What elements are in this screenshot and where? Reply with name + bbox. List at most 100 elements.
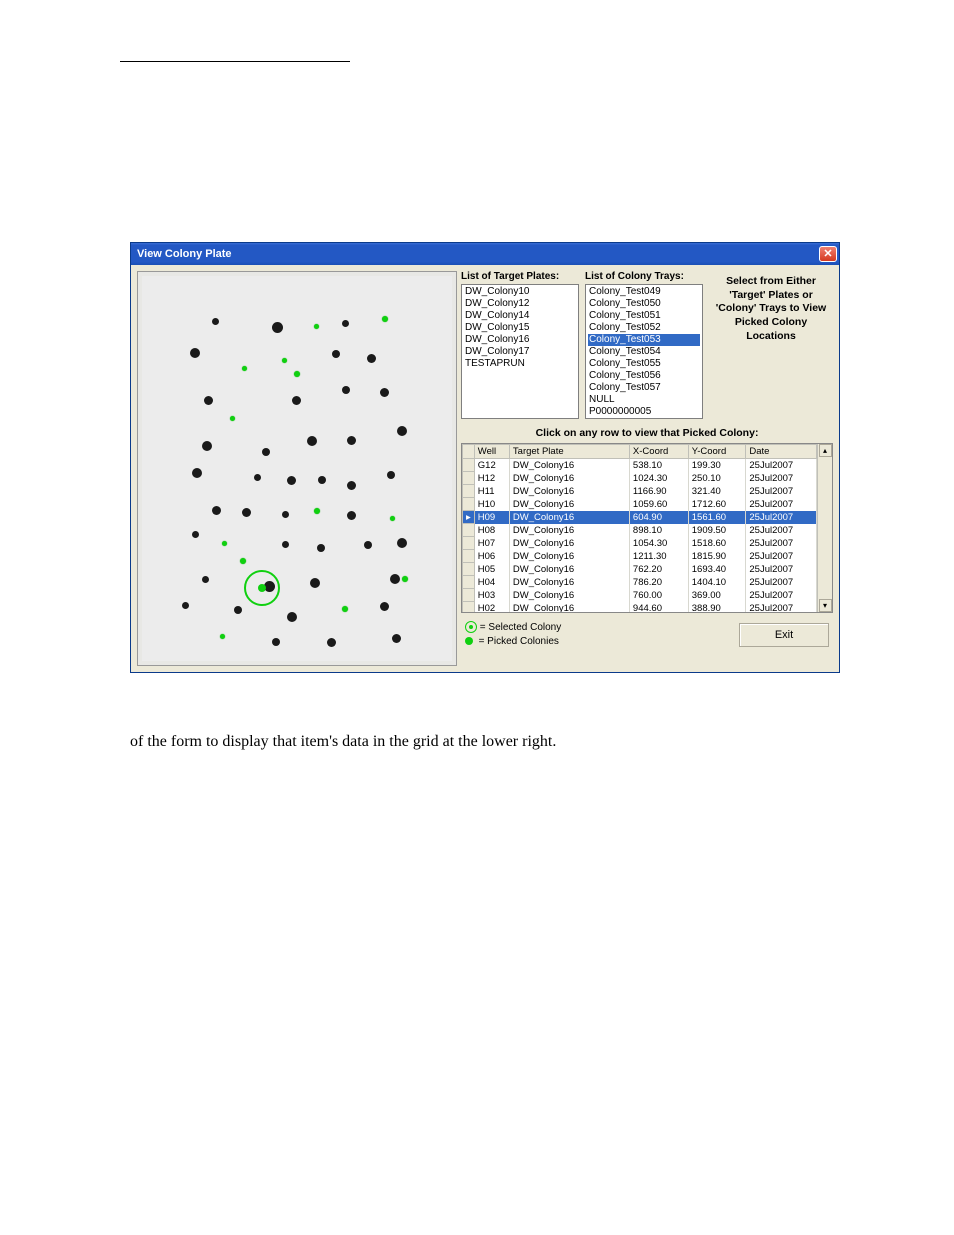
grid-cell: 604.90 bbox=[629, 511, 688, 524]
picked-colony-marker[interactable] bbox=[222, 541, 227, 546]
colony-marker[interactable] bbox=[212, 318, 219, 325]
colony-marker[interactable] bbox=[390, 574, 400, 584]
colony-tray-item[interactable]: Colony_Test057 bbox=[588, 382, 700, 394]
colony-tray-item[interactable]: Colony_Test050 bbox=[588, 298, 700, 310]
colony-marker[interactable] bbox=[310, 578, 320, 588]
colony-marker[interactable] bbox=[347, 436, 356, 445]
colony-marker[interactable] bbox=[202, 576, 209, 583]
table-row[interactable]: H11DW_Colony161166.90321.4025Jul2007 bbox=[463, 485, 817, 498]
grid-column-header[interactable]: Well bbox=[474, 445, 509, 459]
colony-marker[interactable] bbox=[364, 541, 372, 549]
colony-marker[interactable] bbox=[292, 396, 301, 405]
colony-marker[interactable] bbox=[262, 448, 270, 456]
colony-marker[interactable] bbox=[347, 481, 356, 490]
colony-marker[interactable] bbox=[282, 541, 289, 548]
colony-marker[interactable] bbox=[397, 538, 407, 548]
table-row[interactable]: G12DW_Colony16538.10199.3025Jul2007 bbox=[463, 459, 817, 472]
colony-tray-item[interactable]: Colony_Test054 bbox=[588, 346, 700, 358]
colony-marker[interactable] bbox=[204, 396, 213, 405]
colony-marker[interactable] bbox=[192, 468, 202, 478]
colony-marker[interactable] bbox=[307, 436, 317, 446]
colony-marker[interactable] bbox=[282, 511, 289, 518]
picked-colony-marker[interactable] bbox=[382, 316, 388, 322]
colony-marker[interactable] bbox=[347, 511, 356, 520]
picked-colony-marker[interactable] bbox=[242, 366, 247, 371]
table-row[interactable]: H03DW_Colony16760.00369.0025Jul2007 bbox=[463, 589, 817, 602]
colony-marker[interactable] bbox=[287, 476, 296, 485]
colony-tray-item[interactable]: NULL bbox=[588, 394, 700, 406]
colony-marker[interactable] bbox=[392, 634, 401, 643]
scroll-up-icon[interactable]: ▴ bbox=[819, 444, 832, 457]
colony-marker[interactable] bbox=[242, 508, 251, 517]
picked-colony-marker[interactable] bbox=[230, 416, 235, 421]
colony-tray-item[interactable]: Colony_Test055 bbox=[588, 358, 700, 370]
colony-tray-item[interactable]: Colony_Test049 bbox=[588, 286, 700, 298]
target-plate-item[interactable]: DW_Colony16 bbox=[464, 334, 576, 346]
colony-marker[interactable] bbox=[387, 471, 395, 479]
target-plate-item[interactable]: DW_Colony10 bbox=[464, 286, 576, 298]
target-plate-item[interactable]: DW_Colony17 bbox=[464, 346, 576, 358]
exit-button[interactable]: Exit bbox=[739, 623, 829, 647]
target-plate-item[interactable]: DW_Colony14 bbox=[464, 310, 576, 322]
plate-image-viewer[interactable] bbox=[137, 271, 457, 666]
colony-marker[interactable] bbox=[272, 322, 283, 333]
picked-colony-marker[interactable] bbox=[220, 634, 225, 639]
grid-column-header[interactable]: Y-Coord bbox=[688, 445, 746, 459]
colony-marker[interactable] bbox=[318, 476, 326, 484]
picked-colony-grid[interactable]: WellTarget PlateX-CoordY-CoordDateG12DW_… bbox=[462, 444, 817, 612]
colony-tray-item[interactable]: Colony_Test051 bbox=[588, 310, 700, 322]
colony-trays-listbox[interactable]: Colony_Test049Colony_Test050Colony_Test0… bbox=[585, 284, 703, 419]
table-row[interactable]: H08DW_Colony16898.101909.5025Jul2007 bbox=[463, 524, 817, 537]
picked-colony-marker[interactable] bbox=[314, 324, 319, 329]
grid-column-header[interactable]: Target Plate bbox=[509, 445, 629, 459]
grid-column-header[interactable]: Date bbox=[746, 445, 817, 459]
colony-marker[interactable] bbox=[367, 354, 376, 363]
colony-marker[interactable] bbox=[212, 506, 221, 515]
grid-cell: 1054.30 bbox=[629, 537, 688, 550]
grid-scrollbar[interactable]: ▴ ▾ bbox=[817, 444, 832, 612]
colony-marker[interactable] bbox=[287, 612, 297, 622]
colony-marker[interactable] bbox=[397, 426, 407, 436]
colony-marker[interactable] bbox=[332, 350, 340, 358]
target-plates-listbox[interactable]: DW_Colony10DW_Colony12DW_Colony14DW_Colo… bbox=[461, 284, 579, 419]
target-plate-item[interactable]: DW_Colony15 bbox=[464, 322, 576, 334]
colony-tray-item[interactable]: Colony_Test056 bbox=[588, 370, 700, 382]
close-button[interactable]: ✕ bbox=[819, 246, 837, 262]
colony-tray-item[interactable]: P0000000005 bbox=[588, 406, 700, 418]
target-plate-item[interactable]: DW_Colony12 bbox=[464, 298, 576, 310]
picked-colony-marker[interactable] bbox=[240, 558, 246, 564]
picked-colony-marker[interactable] bbox=[314, 508, 320, 514]
picked-colony-marker[interactable] bbox=[294, 371, 300, 377]
colony-marker[interactable] bbox=[317, 544, 325, 552]
colony-marker[interactable] bbox=[327, 638, 336, 647]
colony-marker[interactable] bbox=[192, 531, 199, 538]
table-row[interactable]: H04DW_Colony16786.201404.1025Jul2007 bbox=[463, 576, 817, 589]
table-row[interactable]: ▸H09DW_Colony16604.901561.6025Jul2007 bbox=[463, 511, 817, 524]
colony-marker[interactable] bbox=[202, 441, 212, 451]
table-row[interactable]: H10DW_Colony161059.601712.6025Jul2007 bbox=[463, 498, 817, 511]
table-row[interactable]: H12DW_Colony161024.30250.1025Jul2007 bbox=[463, 472, 817, 485]
colony-marker[interactable] bbox=[342, 386, 350, 394]
table-row[interactable]: H06DW_Colony161211.301815.9025Jul2007 bbox=[463, 550, 817, 563]
table-row[interactable]: H07DW_Colony161054.301518.6025Jul2007 bbox=[463, 537, 817, 550]
colony-marker[interactable] bbox=[272, 638, 280, 646]
grid-column-header[interactable]: X-Coord bbox=[629, 445, 688, 459]
colony-marker[interactable] bbox=[254, 474, 261, 481]
picked-colony-marker[interactable] bbox=[282, 358, 287, 363]
colony-marker[interactable] bbox=[182, 602, 189, 609]
colony-marker[interactable] bbox=[342, 320, 349, 327]
target-plate-item[interactable]: TESTAPRUN bbox=[464, 358, 576, 370]
picked-colony-marker[interactable] bbox=[390, 516, 395, 521]
scroll-down-icon[interactable]: ▾ bbox=[819, 599, 832, 612]
table-row[interactable]: H02DW_Colony16944.60388.9025Jul2007 bbox=[463, 602, 817, 613]
picked-colony-marker[interactable] bbox=[402, 576, 408, 582]
colony-marker[interactable] bbox=[380, 388, 389, 397]
colony-marker[interactable] bbox=[380, 602, 389, 611]
colony-marker[interactable] bbox=[234, 606, 242, 614]
selected-colony-ring bbox=[244, 570, 280, 606]
colony-marker[interactable] bbox=[190, 348, 200, 358]
colony-tray-item[interactable]: Colony_Test052 bbox=[588, 322, 700, 334]
table-row[interactable]: H05DW_Colony16762.201693.4025Jul2007 bbox=[463, 563, 817, 576]
colony-tray-item[interactable]: Colony_Test053 bbox=[588, 334, 700, 346]
picked-colony-marker[interactable] bbox=[342, 606, 348, 612]
